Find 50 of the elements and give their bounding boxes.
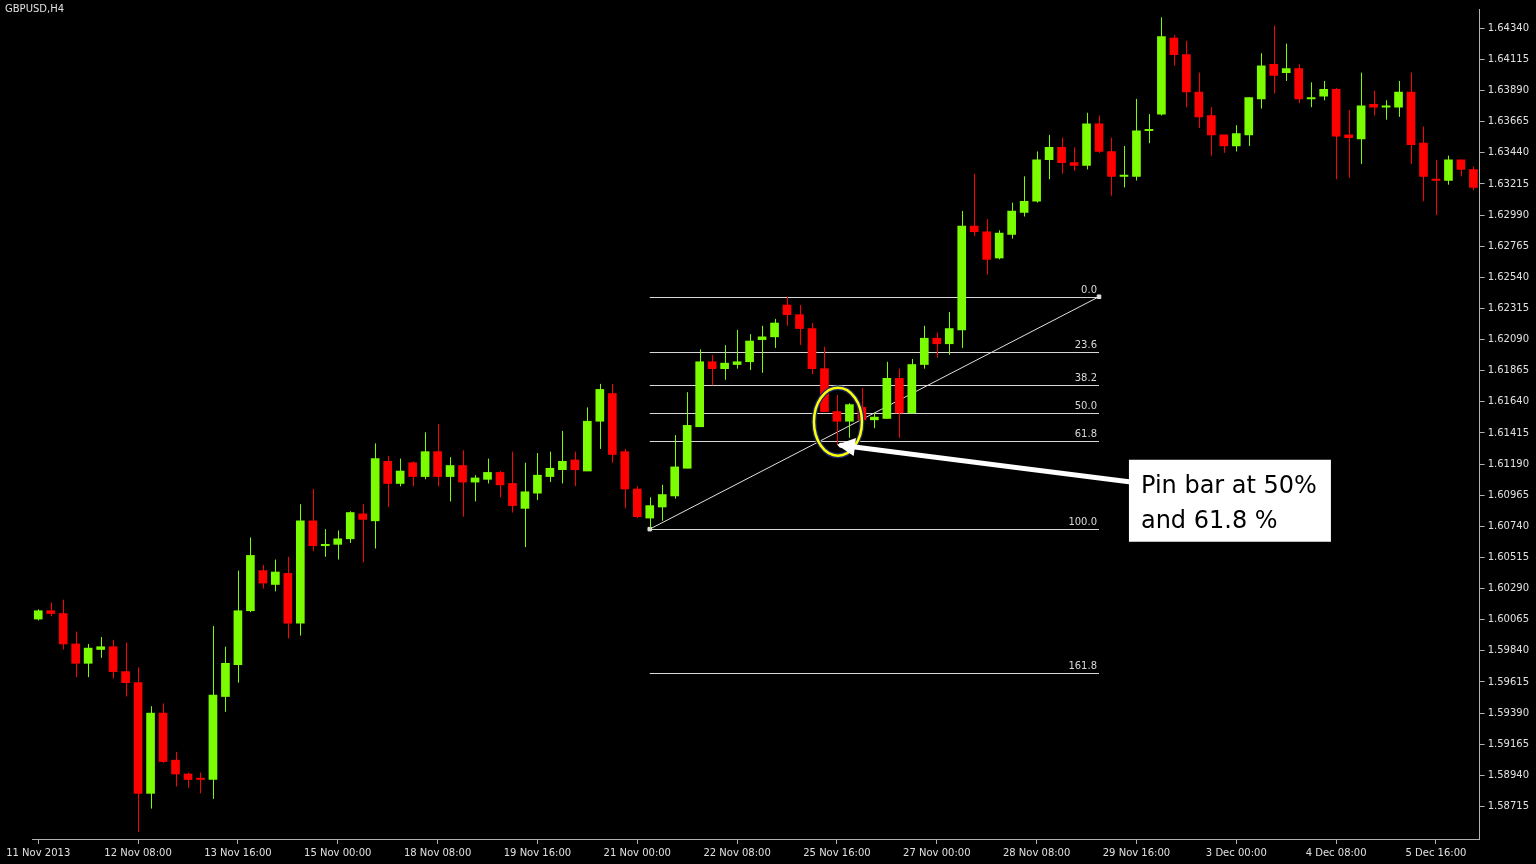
x-tick-label: 11 Nov 2013 bbox=[6, 846, 71, 858]
y-tick-label: 1.62540 bbox=[1487, 270, 1530, 282]
y-tick-label: 1.58940 bbox=[1487, 768, 1530, 780]
y-tick-label: 1.60740 bbox=[1487, 519, 1530, 531]
y-tick-label: 1.63665 bbox=[1487, 115, 1530, 127]
x-tick-label: 25 Nov 16:00 bbox=[803, 846, 871, 858]
y-tick-label: 1.61640 bbox=[1487, 395, 1530, 407]
x-tick-label: 27 Nov 00:00 bbox=[903, 846, 971, 858]
annotation: Pin bar at 50% and 61.8 % bbox=[1140, 470, 1317, 534]
x-tick-label: 21 Nov 00:00 bbox=[603, 846, 671, 858]
y-tick-label: 1.59840 bbox=[1487, 644, 1530, 656]
y-tick-label: 1.61190 bbox=[1487, 457, 1530, 469]
y-tick-label: 1.62990 bbox=[1487, 208, 1530, 220]
y-tick-label: 1.63215 bbox=[1487, 177, 1530, 189]
annotation: 61.8 bbox=[1074, 428, 1098, 440]
x-tick-label: 4 Dec 08:00 bbox=[1305, 846, 1367, 858]
annotation: 100.0 bbox=[1068, 516, 1098, 528]
y-tick-label: 1.63440 bbox=[1487, 146, 1530, 158]
x-tick-label: 19 Nov 16:00 bbox=[503, 846, 572, 858]
y-tick-label: 1.62765 bbox=[1487, 239, 1530, 251]
y-tick-label: 1.63890 bbox=[1487, 84, 1530, 96]
annotation: 50.0 bbox=[1074, 400, 1098, 412]
y-tick-label: 1.60515 bbox=[1487, 551, 1530, 563]
x-tick-label: 29 Nov 16:00 bbox=[1102, 846, 1171, 858]
annotation: 23.6 bbox=[1074, 339, 1098, 351]
y-tick-label: 1.64115 bbox=[1487, 53, 1530, 65]
y-tick-label: 1.59615 bbox=[1487, 675, 1530, 687]
y-tick-label: 1.60965 bbox=[1487, 488, 1530, 500]
x-tick-label: 15 Nov 00:00 bbox=[304, 846, 372, 858]
y-tick-label: 1.64340 bbox=[1487, 21, 1530, 33]
x-tick-label: 3 Dec 00:00 bbox=[1205, 846, 1267, 858]
y-tick-label: 1.59165 bbox=[1487, 737, 1530, 749]
x-tick-label: 13 Nov 16:00 bbox=[204, 846, 272, 858]
x-tick-label: 22 Nov 08:00 bbox=[703, 846, 771, 858]
x-tick-label: 12 Nov 08:00 bbox=[104, 846, 172, 858]
x-tick-label: 5 Dec 16:00 bbox=[1405, 846, 1467, 858]
x-tick-label: 18 Nov 08:00 bbox=[403, 846, 472, 858]
y-tick-label: 1.62090 bbox=[1487, 333, 1530, 345]
y-tick-label: 1.60290 bbox=[1487, 582, 1530, 594]
annotation: 0.0 bbox=[1081, 284, 1098, 296]
x-tick-label: 28 Nov 08:00 bbox=[1002, 846, 1071, 858]
y-tick-label: 1.61865 bbox=[1487, 364, 1530, 376]
y-tick-label: 1.58715 bbox=[1487, 800, 1530, 812]
chart-title: GBPUSD,H4 bbox=[5, 3, 65, 14]
y-tick-label: 1.59390 bbox=[1487, 706, 1530, 718]
y-tick-label: 1.60065 bbox=[1487, 613, 1530, 625]
y-tick-label: 1.61415 bbox=[1487, 426, 1530, 438]
annotation: 161.8 bbox=[1068, 660, 1098, 672]
y-tick-label: 1.62315 bbox=[1487, 302, 1530, 314]
annotation: 38.2 bbox=[1074, 372, 1098, 384]
